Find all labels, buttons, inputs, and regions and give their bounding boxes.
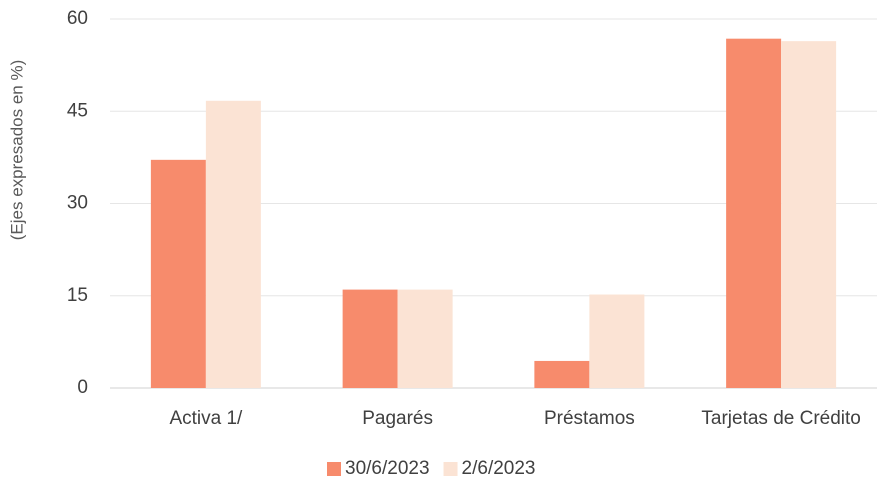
bar (726, 38, 782, 389)
legend-label: 30/6/2023 (345, 458, 430, 479)
y-tick-label: 0 (77, 377, 88, 398)
legend-swatch (443, 462, 458, 476)
bar (397, 289, 453, 388)
bar (589, 294, 645, 388)
y-axis-label: (Ejes expresados en %) (7, 60, 26, 240)
y-tick-label: 45 (67, 100, 88, 121)
bar (534, 360, 590, 388)
x-tick-label: Activa 1/ (169, 408, 243, 429)
bar (205, 100, 261, 389)
legend-label: 2/6/2023 (462, 458, 536, 479)
y-tick-label: 60 (67, 8, 88, 29)
bar (781, 41, 837, 388)
bar (150, 159, 206, 388)
legend-swatch (327, 462, 341, 476)
bar (342, 289, 398, 388)
x-tick-label: Tarjetas de Crédito (701, 408, 860, 429)
x-tick-label: Préstamos (544, 408, 635, 429)
y-tick-label: 30 (67, 193, 88, 214)
y-tick-label: 15 (67, 285, 88, 306)
x-tick-label: Pagarés (362, 408, 433, 429)
